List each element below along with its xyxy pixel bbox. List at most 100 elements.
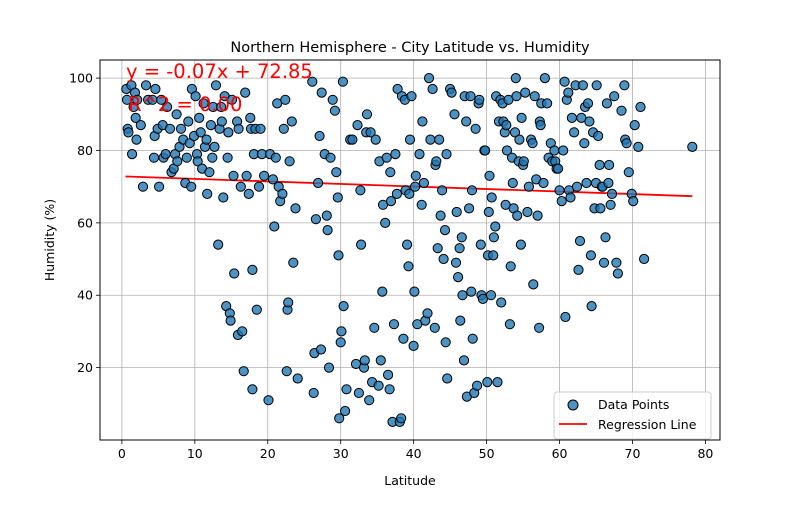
data-point	[186, 181, 197, 192]
data-point	[464, 203, 475, 214]
data-point	[485, 290, 497, 301]
data-point	[123, 127, 134, 138]
data-point	[483, 206, 494, 218]
data-point	[639, 253, 650, 265]
data-point	[566, 112, 578, 124]
data-point	[359, 355, 370, 366]
data-point	[323, 362, 335, 373]
x-tick-label: 50	[479, 446, 495, 461]
data-point	[384, 384, 395, 395]
data-point	[450, 257, 462, 268]
grid	[100, 60, 720, 440]
y-tick-label: 60	[77, 215, 93, 230]
data-point	[164, 123, 176, 134]
data-point	[365, 127, 376, 138]
data-point	[425, 134, 436, 145]
data-point	[466, 286, 477, 297]
data-point	[458, 355, 470, 366]
data-point	[560, 311, 571, 323]
data-point	[132, 94, 143, 105]
y-tick-label: 40	[77, 288, 93, 303]
data-point	[402, 239, 413, 250]
data-point	[355, 185, 366, 196]
data-point	[314, 130, 325, 142]
data-point	[190, 91, 201, 102]
data-point	[381, 152, 392, 163]
data-point	[528, 279, 539, 290]
data-point	[515, 239, 527, 250]
data-point	[410, 170, 421, 181]
data-point	[534, 322, 545, 333]
data-point	[247, 384, 258, 395]
data-point	[334, 413, 345, 424]
x-tick-label: 70	[625, 446, 641, 461]
data-point	[523, 181, 535, 192]
data-point	[316, 87, 327, 98]
data-point	[403, 261, 414, 272]
data-point	[595, 203, 606, 214]
data-point	[629, 120, 640, 131]
data-point	[247, 264, 258, 275]
data-point	[586, 301, 597, 312]
data-point	[370, 134, 381, 145]
data-point	[388, 319, 400, 330]
regression-line	[125, 175, 693, 198]
data-point	[331, 167, 342, 178]
x-tick-label: 0	[118, 446, 126, 461]
data-point	[611, 257, 622, 268]
data-point	[172, 156, 183, 167]
data-point	[131, 134, 142, 145]
data-point	[313, 177, 324, 189]
data-point	[439, 225, 451, 236]
data-point	[310, 214, 321, 225]
x-tick-label: 30	[333, 446, 349, 461]
x-tick-label: 10	[187, 446, 203, 461]
data-point	[581, 177, 592, 189]
data-point	[216, 101, 227, 113]
data-point	[204, 167, 215, 178]
data-point	[218, 192, 229, 203]
data-point	[290, 203, 301, 214]
data-point	[558, 145, 569, 156]
data-point	[418, 177, 429, 189]
data-point	[486, 192, 497, 203]
data-point	[488, 250, 499, 261]
data-point	[361, 109, 373, 120]
data-point	[233, 123, 244, 134]
data-point	[307, 76, 318, 87]
data-point	[288, 257, 299, 268]
data-point	[574, 235, 586, 247]
data-point	[584, 116, 595, 127]
regression-equation-annotation: y = -0.07x + 72.85	[126, 60, 313, 83]
legend-label-data-points: Data Points	[598, 397, 669, 412]
y-axis-label: Humidity (%)	[42, 199, 57, 281]
data-point	[438, 253, 449, 265]
data-point	[338, 301, 349, 312]
data-point	[192, 156, 203, 167]
data-point	[237, 326, 248, 337]
data-point	[582, 98, 594, 109]
data-point	[391, 188, 402, 199]
data-point	[337, 76, 348, 87]
data-point	[507, 177, 518, 189]
data-point	[422, 308, 433, 319]
x-tick-label: 60	[552, 446, 568, 461]
data-point	[527, 138, 538, 149]
legend-label-regression-line: Regression Line	[598, 417, 697, 432]
data-point	[553, 163, 564, 174]
data-point	[427, 83, 438, 95]
data-point	[539, 73, 551, 84]
data-point	[490, 221, 501, 232]
data-point	[585, 250, 597, 261]
data-point	[184, 138, 195, 149]
data-point	[226, 94, 238, 105]
data-point	[446, 87, 457, 98]
data-point	[210, 80, 222, 91]
data-point	[612, 268, 624, 279]
plot-frame	[99, 59, 721, 441]
data-point	[263, 395, 274, 406]
data-point	[414, 149, 425, 160]
chart-title: Northern Hemisphere - City Latitude vs. …	[230, 40, 590, 56]
data-point	[202, 188, 213, 199]
